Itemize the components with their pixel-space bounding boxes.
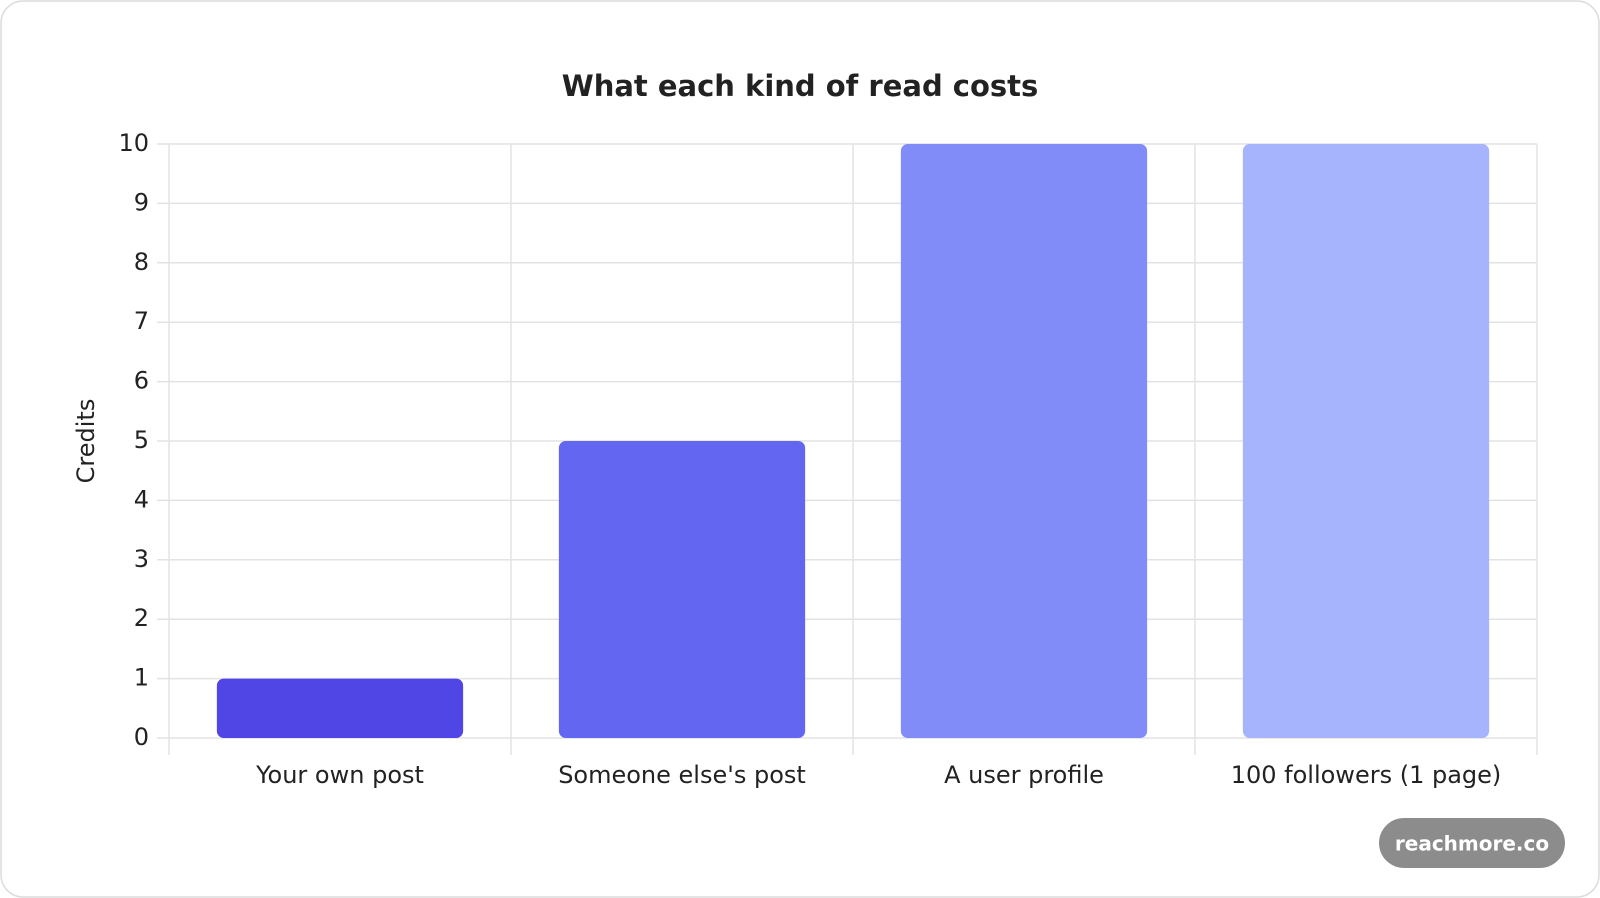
watermark: reachmore.co (1395, 832, 1549, 856)
x-tick-label: Someone else's post (558, 761, 806, 789)
y-tick-label: 4 (134, 485, 149, 513)
bar (558, 441, 806, 738)
chart-title: What each kind of read costs (562, 69, 1039, 103)
y-tick-label: 0 (134, 723, 149, 751)
y-tick-label: 2 (134, 604, 149, 632)
y-axis-label: Credits (72, 399, 100, 484)
bar (1242, 144, 1490, 738)
y-tick-label: 5 (134, 426, 149, 454)
x-tick-label: Your own post (255, 761, 424, 789)
y-tick-label: 9 (134, 188, 149, 216)
y-tick-label: 8 (134, 248, 149, 276)
x-tick-label: 100 followers (1 page) (1231, 761, 1502, 789)
watermark-pill (1379, 818, 1565, 868)
y-tick-label: 10 (118, 129, 149, 157)
bar (900, 144, 1148, 738)
y-tick-label: 3 (134, 545, 149, 573)
y-tick-label: 6 (134, 367, 149, 395)
bar (216, 678, 464, 738)
x-tick-label: A user profile (944, 761, 1104, 789)
y-tick-label: 7 (134, 307, 149, 335)
y-tick-label: 1 (134, 664, 149, 692)
